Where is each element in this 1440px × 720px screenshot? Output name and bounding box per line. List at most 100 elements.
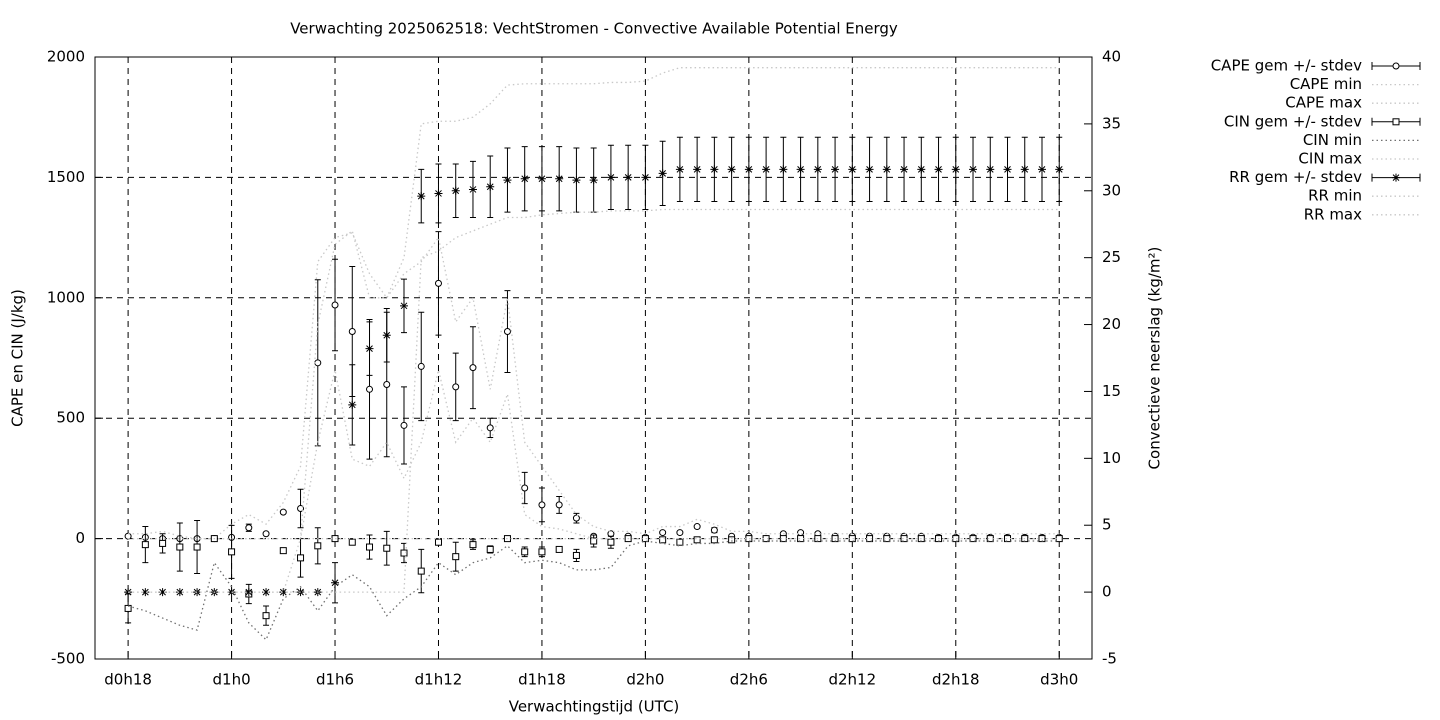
data-point	[555, 174, 564, 183]
data-point	[486, 182, 495, 191]
data-point	[434, 189, 443, 198]
data-point	[279, 547, 287, 555]
data-point	[400, 421, 408, 429]
data-point	[538, 501, 546, 509]
data-point	[193, 543, 201, 551]
data-point	[417, 362, 425, 370]
data-point	[1004, 535, 1012, 543]
data-point	[848, 165, 857, 174]
data-point	[331, 301, 339, 309]
data-point	[348, 538, 356, 546]
x-tick-label: d0h18	[104, 671, 152, 689]
data-point	[624, 173, 633, 182]
data-point	[865, 165, 874, 174]
data-point	[141, 588, 150, 597]
data-point	[331, 578, 340, 587]
y-tick-label: 2000	[47, 48, 85, 66]
data-point	[417, 192, 426, 201]
data-point	[244, 588, 253, 597]
y2-axis-label: Convectieve neerslag (kg/m²)	[1146, 247, 1164, 470]
x-tick-label: d1h0	[213, 671, 251, 689]
data-point	[486, 545, 494, 553]
x-tick-label: d2h0	[626, 671, 664, 689]
legend-marker	[1392, 62, 1400, 70]
data-point	[503, 328, 511, 336]
data-point	[900, 165, 909, 174]
data-point	[951, 165, 960, 174]
y-tick-label: 1500	[47, 168, 85, 186]
data-point	[797, 529, 805, 537]
data-point	[641, 173, 650, 182]
x-tick-label: d2h18	[932, 671, 980, 689]
legend-label: CAPE gem +/- stdev	[1211, 57, 1362, 75]
x-tick-label: d3h0	[1040, 671, 1078, 689]
legend-label: CAPE max	[1285, 94, 1362, 112]
data-point	[538, 548, 546, 556]
x-tick-label: d2h12	[828, 671, 876, 689]
y-tick-label: -500	[51, 650, 85, 668]
data-point	[969, 165, 978, 174]
y2-tick-label: 20	[1102, 315, 1121, 333]
legend-label: CIN max	[1298, 150, 1362, 168]
range-line	[128, 208, 1060, 593]
data-point	[262, 530, 270, 538]
data-point	[572, 551, 580, 559]
data-point	[693, 536, 701, 544]
data-point	[159, 539, 167, 547]
data-point	[1055, 535, 1063, 543]
data-point	[297, 554, 305, 562]
data-point	[1055, 165, 1064, 174]
data-point	[399, 301, 408, 310]
data-point	[279, 508, 287, 516]
data-point	[486, 424, 494, 432]
data-point	[607, 538, 615, 546]
data-point	[366, 543, 374, 551]
data-point	[676, 529, 684, 537]
x-tick-label: d1h6	[316, 671, 354, 689]
data-point	[124, 588, 133, 597]
y2-tick-label: 30	[1102, 181, 1121, 199]
y2-tick-label: 35	[1102, 114, 1121, 132]
data-point	[728, 536, 736, 544]
data-point	[434, 279, 442, 287]
data-point	[590, 537, 598, 545]
data-point	[693, 523, 701, 531]
data-point	[952, 535, 960, 543]
data-point	[1003, 165, 1012, 174]
data-point	[572, 176, 581, 185]
range-line	[128, 232, 1060, 540]
data-point	[521, 548, 529, 556]
plot-border	[94, 56, 1093, 660]
y-tick-label: 500	[56, 409, 85, 427]
data-point	[279, 588, 288, 597]
data-point	[176, 543, 184, 551]
y2-tick-label: 10	[1102, 449, 1121, 467]
x-axis-label: Verwachtingstijd (UTC)	[509, 698, 680, 716]
data-point	[900, 535, 908, 543]
data-point	[745, 535, 753, 543]
data-point	[813, 165, 822, 174]
data-point	[158, 588, 167, 597]
data-point	[366, 385, 374, 393]
data-point	[348, 400, 357, 409]
data-point	[848, 535, 856, 543]
y-tick-label: 1000	[47, 288, 85, 306]
data-point	[917, 165, 926, 174]
data-point	[262, 612, 270, 620]
data-point	[314, 542, 322, 550]
data-point	[452, 553, 460, 561]
data-point	[727, 165, 736, 174]
data-point	[797, 535, 805, 543]
data-point	[262, 588, 271, 597]
data-point	[675, 165, 684, 174]
data-point	[434, 538, 442, 546]
data-point	[383, 544, 391, 552]
data-point	[710, 536, 718, 544]
legend-label: RR max	[1304, 205, 1362, 223]
data-point	[710, 165, 719, 174]
chart-title: Verwachting 2025062518: VechtStromen - C…	[290, 20, 898, 38]
data-point	[400, 549, 408, 557]
data-point	[141, 541, 149, 549]
data-point	[521, 484, 529, 492]
